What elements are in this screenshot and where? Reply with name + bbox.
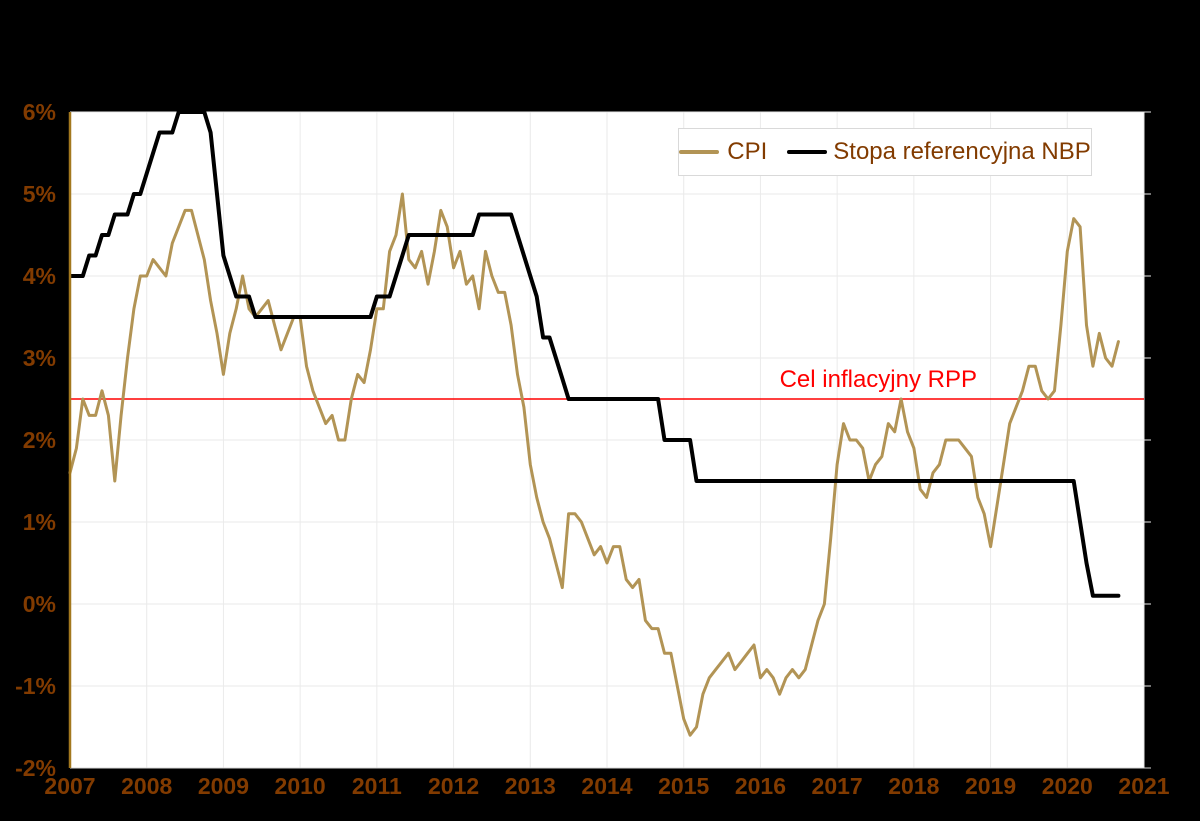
x-tick-label: 2015 [658,773,709,799]
x-tick-label: 2014 [581,773,632,799]
y-tick-label: 4% [23,263,56,289]
legend-swatch-cpi-line [679,150,720,154]
y-tick-label: -1% [15,673,56,699]
x-tick-label: 2021 [1118,773,1169,799]
y-tick-label: 3% [23,345,56,371]
y-tick-label: 0% [23,591,56,617]
x-tick-label: 2017 [812,773,863,799]
x-tick-label: 2019 [965,773,1016,799]
y-tick-label: 6% [23,99,56,125]
x-tick-label: 2013 [505,773,556,799]
x-tick-label: 2012 [428,773,479,799]
legend-label-nbp: Stopa referencyjna NBP [833,138,1091,165]
x-tick-label: 2009 [198,773,249,799]
inflation-target-label: Cel inflacyjny RPP [779,366,977,393]
x-tick-label: 2008 [121,773,172,799]
legend-swatch-nbp-line [787,150,828,154]
legend: CPI Stopa referencyjna NBP [678,128,1092,176]
legend-label-cpi: CPI [727,138,768,165]
cpi-line [68,192,1120,737]
x-tick-label: 2020 [1042,773,1093,799]
x-tick-label: 2018 [888,773,939,799]
x-tick-label: 2010 [275,773,326,799]
y-tick-label: 2% [23,427,56,453]
x-tick-label: 2007 [44,773,95,799]
nbp-rate-line [68,110,1121,598]
y-tick-label: 5% [23,181,56,207]
x-tick-label: 2016 [735,773,786,799]
x-tick-label: 2011 [352,773,402,799]
y-tick-label: -2% [15,755,56,781]
y-tick-label: 1% [23,509,56,535]
